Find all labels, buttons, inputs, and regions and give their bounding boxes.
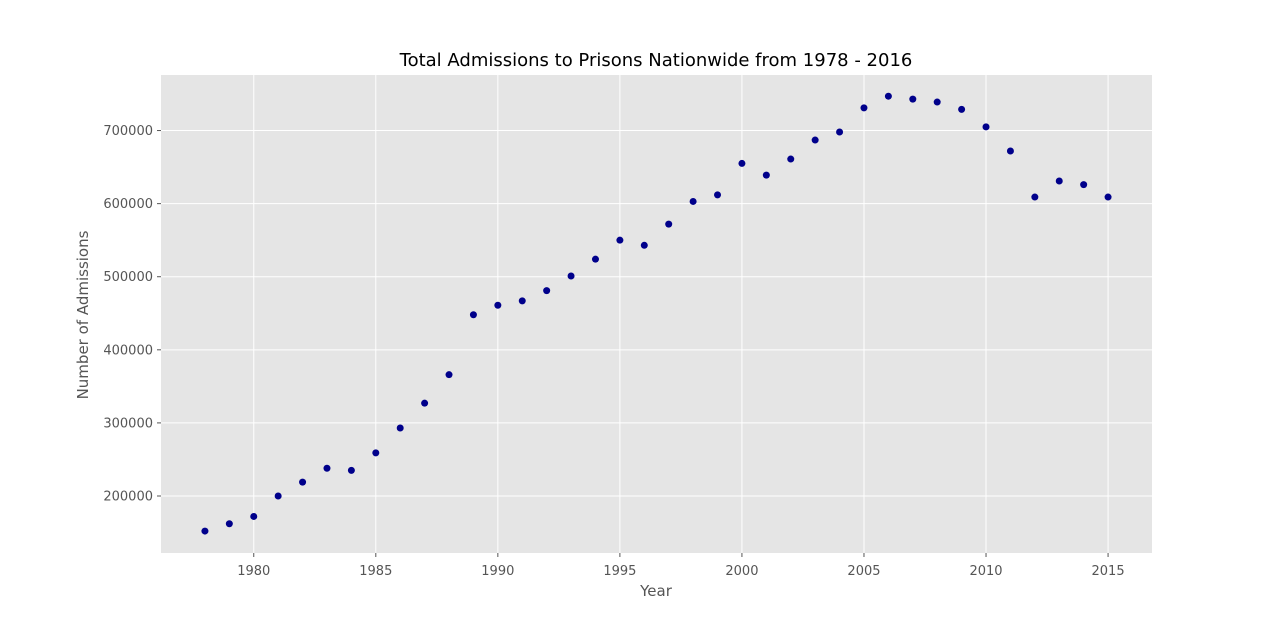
x-tick-label: 1995	[603, 564, 636, 579]
data-point	[445, 371, 453, 379]
data-point	[811, 136, 819, 144]
y-tick-label: 600000	[103, 197, 153, 212]
y-tick-label: 300000	[103, 416, 153, 431]
data-point	[372, 449, 380, 457]
x-axis-ticks: 1980 1985 1990 1995 2000 2005 2010 2015	[237, 553, 1125, 579]
chart-title: Total Admissions to Prisons Nationwide f…	[399, 50, 913, 71]
data-point	[1080, 181, 1088, 189]
data-point	[201, 527, 209, 535]
data-point	[1055, 177, 1063, 185]
data-point	[714, 191, 722, 199]
data-point	[250, 512, 258, 520]
data-point	[1031, 193, 1039, 201]
data-point	[1006, 147, 1014, 155]
y-tick-label: 500000	[103, 270, 153, 285]
data-points	[201, 92, 1112, 535]
data-point	[591, 255, 599, 263]
data-point	[567, 272, 575, 280]
data-point	[738, 159, 746, 167]
data-point	[665, 220, 673, 228]
y-axis-label: Number of Admissions	[74, 230, 92, 399]
data-point	[689, 197, 697, 205]
data-point	[299, 478, 307, 486]
grid-lines	[161, 75, 1152, 553]
x-tick-label: 1990	[481, 564, 514, 579]
x-tick-label: 1980	[237, 564, 270, 579]
y-tick-label: 400000	[103, 343, 153, 358]
x-tick-label: 1985	[359, 564, 392, 579]
plot-background	[161, 75, 1152, 553]
data-point	[1104, 193, 1112, 201]
data-point	[323, 464, 331, 472]
data-point	[836, 128, 844, 136]
data-point	[640, 241, 648, 249]
y-tick-label: 200000	[103, 489, 153, 504]
data-point	[543, 287, 551, 295]
data-point	[518, 297, 526, 305]
x-tick-label: 2010	[969, 564, 1002, 579]
data-point	[347, 466, 355, 474]
x-axis-label: Year	[639, 582, 673, 600]
data-point	[860, 104, 868, 112]
data-point	[787, 155, 795, 163]
data-point	[274, 492, 282, 500]
data-point	[933, 98, 941, 106]
data-point	[762, 171, 770, 179]
y-tick-label: 700000	[103, 124, 153, 139]
y-axis-ticks: 200000 300000 400000 500000 600000 700000	[103, 124, 161, 504]
data-point	[616, 236, 624, 244]
x-tick-label: 2005	[847, 564, 880, 579]
data-point	[958, 105, 966, 113]
data-point	[494, 301, 502, 309]
data-point	[421, 399, 429, 407]
x-tick-label: 2000	[725, 564, 758, 579]
data-point	[909, 95, 917, 103]
x-tick-label: 2015	[1092, 564, 1125, 579]
data-point	[982, 123, 990, 131]
data-point	[469, 311, 477, 319]
data-point	[396, 424, 404, 432]
data-point	[884, 92, 892, 100]
data-point	[225, 520, 233, 528]
